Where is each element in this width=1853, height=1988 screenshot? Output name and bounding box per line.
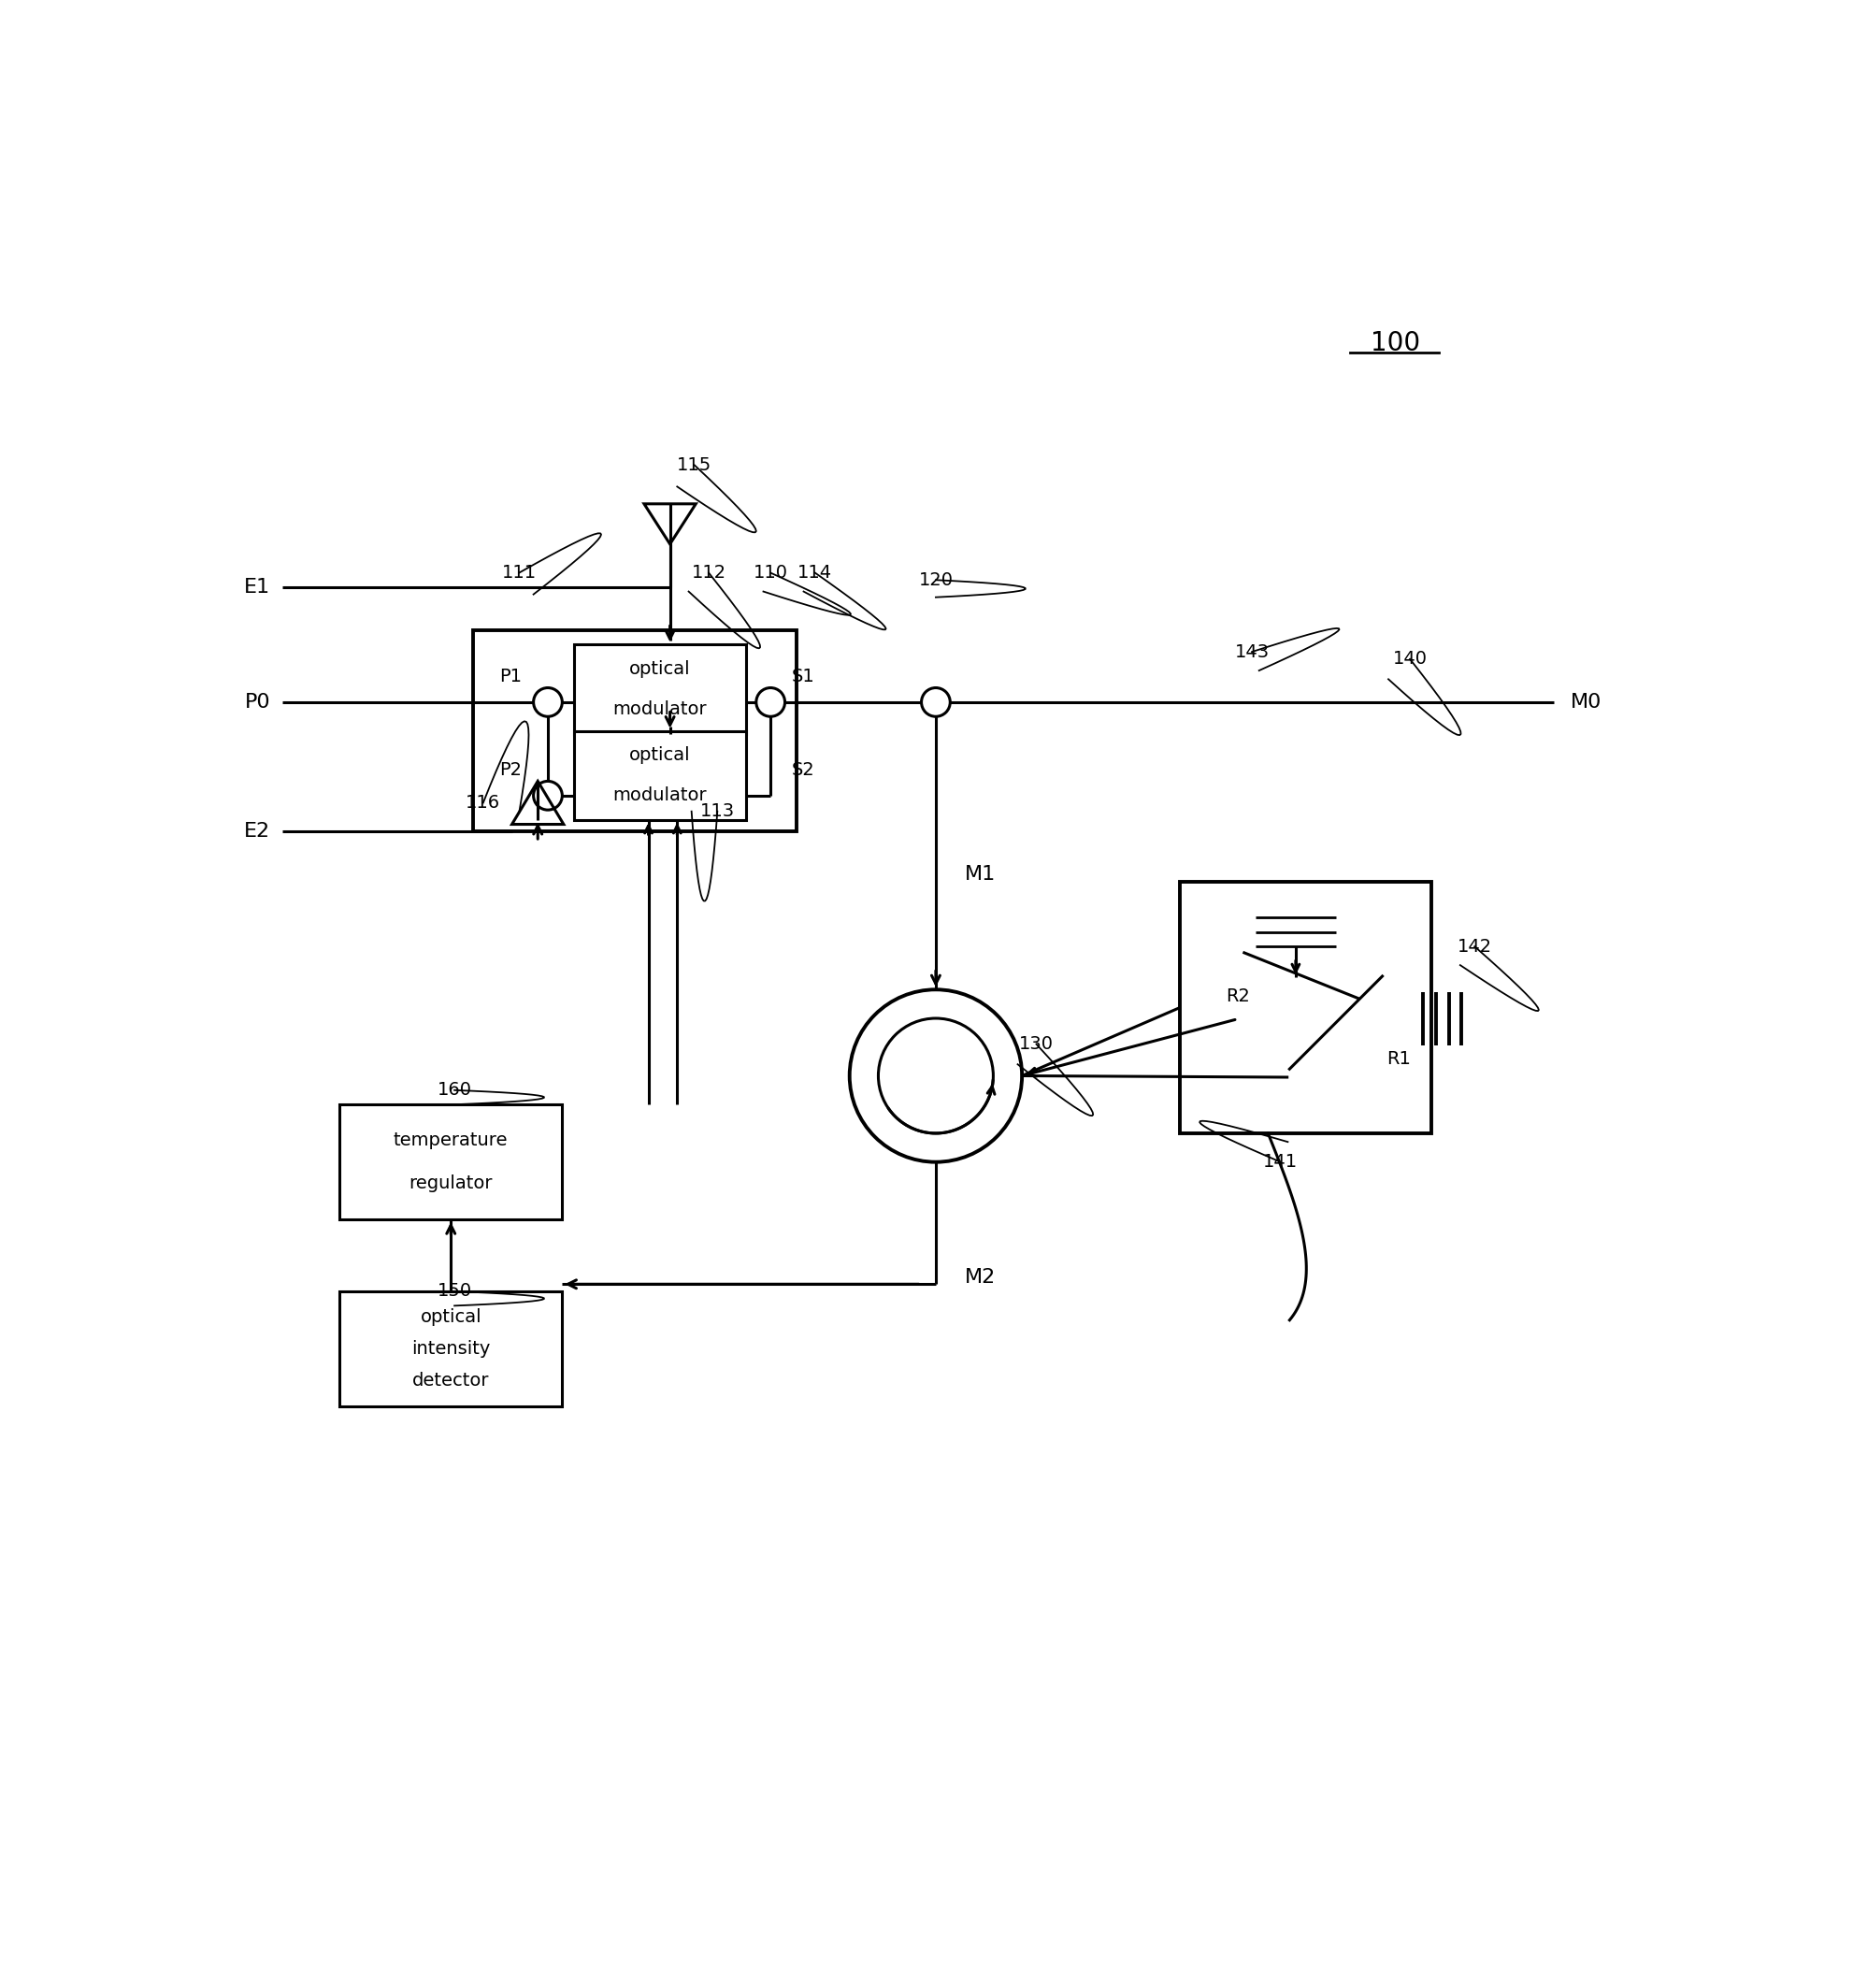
- Text: 130: 130: [1019, 1036, 1053, 1054]
- Text: M0: M0: [1569, 692, 1601, 712]
- Text: 143: 143: [1234, 642, 1269, 660]
- Text: R2: R2: [1225, 988, 1249, 1006]
- Text: temperature: temperature: [393, 1131, 508, 1149]
- Text: 113: 113: [700, 803, 734, 821]
- Text: optical: optical: [421, 1308, 482, 1326]
- Text: 100: 100: [1369, 330, 1419, 356]
- Text: S2: S2: [791, 761, 815, 779]
- Bar: [573, 644, 745, 734]
- Text: E2: E2: [245, 823, 271, 841]
- Text: 112: 112: [691, 565, 726, 582]
- Text: 110: 110: [752, 565, 788, 582]
- Text: 150: 150: [437, 1282, 471, 1300]
- Bar: [339, 1292, 561, 1406]
- Text: 120: 120: [917, 571, 952, 588]
- Text: P1: P1: [498, 668, 523, 686]
- Text: optical: optical: [628, 746, 689, 763]
- Text: 114: 114: [797, 565, 832, 582]
- Text: 115: 115: [676, 455, 712, 473]
- Text: intensity: intensity: [411, 1340, 489, 1358]
- Text: P2: P2: [498, 761, 523, 779]
- Text: modulator: modulator: [613, 787, 706, 805]
- Text: 140: 140: [1392, 650, 1427, 668]
- Bar: [473, 630, 797, 831]
- Text: R1: R1: [1386, 1050, 1410, 1068]
- Text: P0: P0: [245, 692, 271, 712]
- Text: 116: 116: [465, 793, 500, 811]
- Text: S1: S1: [791, 668, 815, 686]
- Bar: [1180, 883, 1431, 1133]
- Text: detector: detector: [411, 1372, 489, 1390]
- Text: M1: M1: [964, 865, 995, 885]
- Text: 141: 141: [1262, 1153, 1297, 1171]
- Text: modulator: modulator: [613, 700, 706, 718]
- Text: M2: M2: [964, 1268, 995, 1286]
- Bar: [573, 732, 745, 819]
- Text: regulator: regulator: [410, 1175, 493, 1193]
- Text: E1: E1: [245, 579, 271, 596]
- Bar: [339, 1105, 561, 1219]
- Text: optical: optical: [628, 660, 689, 678]
- Text: 142: 142: [1456, 938, 1492, 956]
- Text: 111: 111: [502, 565, 536, 582]
- Text: 160: 160: [437, 1081, 471, 1099]
